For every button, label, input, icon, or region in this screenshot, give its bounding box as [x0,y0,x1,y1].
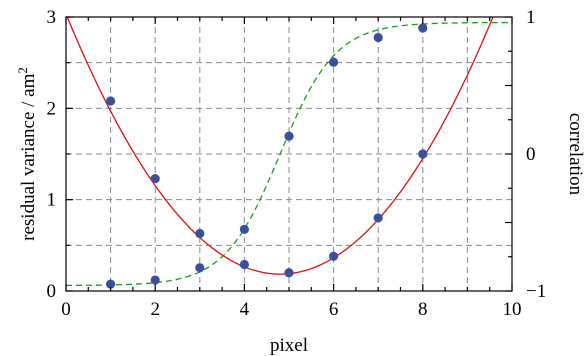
tick-labels: 0 2 4 6 8 10 0 1 2 3 −1 0 1 [47,7,547,320]
variance-point [239,259,249,270]
x-axis-label: pixel [270,335,308,356]
variance-point [418,149,428,159]
correlation-point [418,23,428,33]
variance-point [329,251,339,261]
correlation-point [106,279,116,289]
y2-tick-label: −1 [526,281,546,302]
y2-axis-label: correlation [565,113,586,196]
y-axis-label-text: residual variance / am [18,73,39,240]
correlation-point [239,224,249,234]
y-axis-label-superscript: 2 [15,67,30,74]
data-points [106,23,428,289]
correlation-point [150,275,160,285]
x-tick-label: 6 [329,299,339,320]
y-tick-label: 0 [47,281,57,302]
x-tick-label: 4 [240,299,250,320]
correlation-point [284,131,294,141]
axis-ticks [65,16,513,292]
variance-point [150,174,160,184]
x-tick-label: 8 [418,299,428,320]
y-tick-label: 2 [47,98,57,119]
x-tick-label: 10 [503,299,522,320]
y-tick-label: 3 [47,7,57,28]
y2-tick-label: 1 [526,7,536,28]
grid [66,17,512,291]
variance-point [284,268,294,278]
y-tick-label: 1 [47,190,57,211]
x-tick-label: 0 [61,299,71,320]
x-tick-label: 2 [150,299,160,320]
correlation-point [329,57,339,67]
y2-tick-label: 0 [526,144,536,165]
correlation-point [373,32,383,43]
variance-point [373,213,383,223]
variance-point [195,228,205,239]
correlation-point [195,263,205,273]
variance-point [106,96,116,106]
y-axis-label: residual variance / am2 [15,67,39,241]
